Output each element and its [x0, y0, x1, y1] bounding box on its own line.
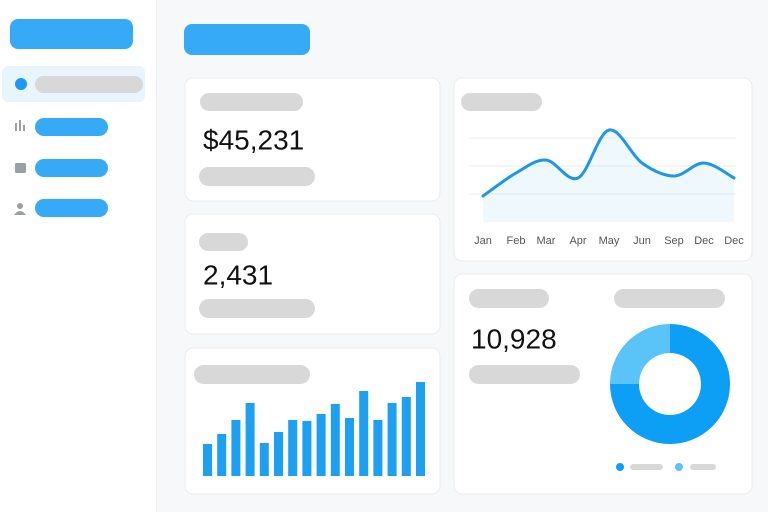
bar	[302, 421, 312, 476]
stat-value: $45,231	[203, 124, 304, 155]
nav-label	[35, 76, 143, 93]
nav-icon	[15, 120, 25, 131]
placeholder	[469, 289, 549, 308]
bar	[345, 418, 354, 476]
legend-label	[690, 464, 716, 470]
donut-segment	[610, 324, 730, 444]
placeholder	[200, 93, 303, 111]
bar	[245, 403, 255, 476]
placeholder	[199, 299, 315, 318]
nav-label[interactable]	[35, 199, 108, 217]
x-tick-label: May	[599, 235, 620, 247]
nav-icon	[15, 78, 27, 90]
placeholder	[469, 365, 580, 384]
bar	[217, 434, 227, 476]
card	[453, 77, 753, 262]
stat-value: 2,431	[203, 259, 273, 290]
nav-icon	[15, 163, 26, 173]
x-tick-label: Jan	[474, 235, 492, 247]
bar	[416, 382, 425, 476]
placeholder	[199, 167, 315, 186]
header-button[interactable]	[184, 24, 310, 55]
x-tick-label: Apr	[569, 235, 586, 247]
stat-value: 10,928	[471, 323, 557, 354]
x-tick-label: Jun	[633, 235, 651, 247]
bar	[401, 397, 411, 476]
x-tick-label: Feb	[507, 235, 526, 247]
nav-label[interactable]	[35, 159, 108, 177]
placeholder	[199, 233, 248, 251]
placeholder	[614, 289, 725, 308]
logo[interactable]	[10, 19, 133, 49]
bar	[316, 414, 326, 476]
bar	[274, 432, 283, 476]
x-tick-label: Mar	[537, 235, 556, 247]
line-area	[483, 129, 734, 222]
donut-segment	[610, 324, 670, 384]
bar	[231, 420, 241, 476]
x-tick-label: Dec	[694, 235, 714, 247]
nav-icon	[14, 203, 26, 215]
legend-dot	[616, 463, 624, 471]
nav-label[interactable]	[35, 118, 108, 136]
bar	[330, 404, 340, 476]
grid	[470, 137, 736, 195]
bar	[373, 420, 383, 476]
bar	[288, 420, 298, 476]
bar	[259, 443, 269, 476]
bar	[387, 403, 397, 476]
bar	[203, 444, 212, 476]
legend-label	[630, 464, 663, 470]
placeholder	[461, 93, 542, 111]
x-tick-label: Sep	[664, 235, 684, 247]
x-tick-label: Dec	[724, 235, 744, 247]
line	[481, 128, 736, 198]
bar	[359, 391, 369, 476]
legend-dot	[675, 463, 683, 471]
placeholder	[194, 365, 310, 384]
